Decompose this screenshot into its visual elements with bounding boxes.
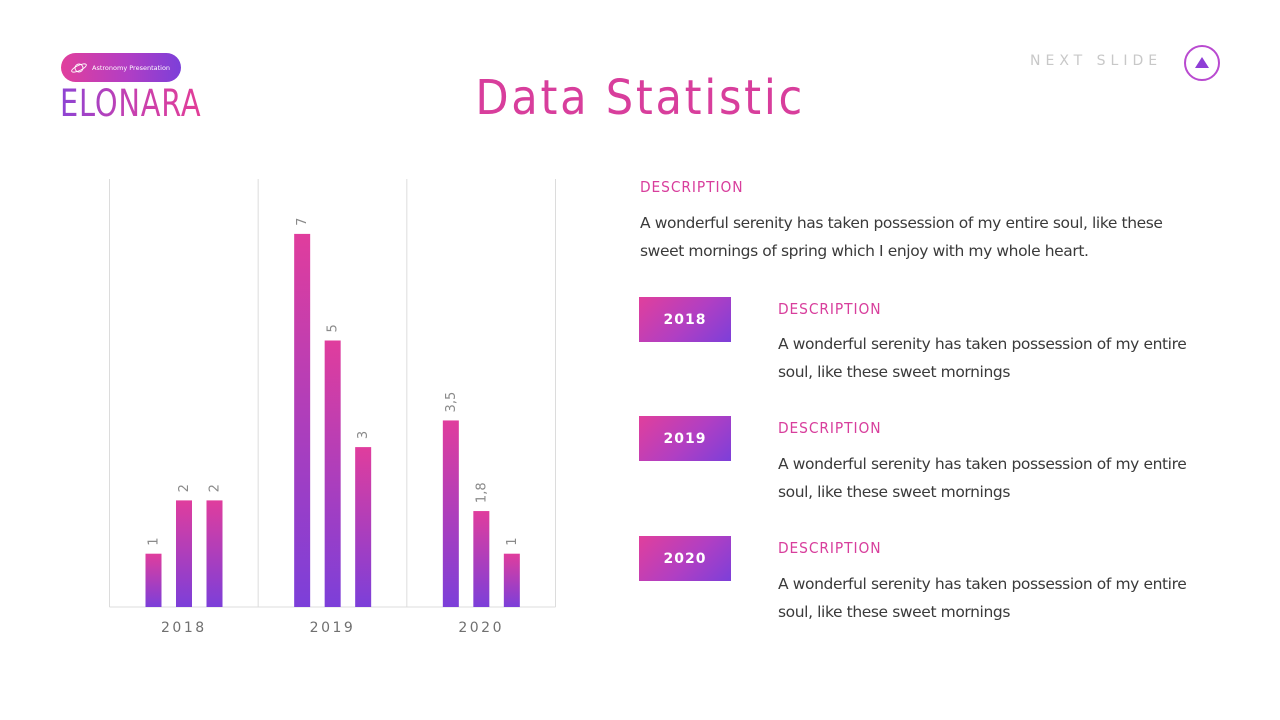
planet-icon <box>71 62 87 73</box>
item-text-line1: A wonderful serenity has taken possessio… <box>778 335 1187 353</box>
bar <box>442 420 459 607</box>
x-tick-label: 2018 <box>161 620 207 636</box>
bar-data-label: 1,8 <box>474 482 489 503</box>
pill-label: Astronomy Presentation <box>92 63 171 72</box>
bar <box>145 553 162 607</box>
presentation-pill: Astronomy Presentation <box>61 53 181 82</box>
bar <box>355 447 372 607</box>
intro-text: A wonderful serenity has taken possessio… <box>640 209 1163 265</box>
page-title-text: Data Statistic <box>475 70 805 126</box>
x-tick-label: 2019 <box>310 620 356 636</box>
item-heading-2018: Description <box>778 295 882 319</box>
bar <box>294 233 311 607</box>
bar-data-label: 5 <box>326 324 341 332</box>
bar <box>324 340 341 607</box>
intro-text-line2: sweet mornings of spring which I enjoy w… <box>640 242 1089 260</box>
bar <box>503 553 520 607</box>
bar-data-label: 2 <box>208 484 223 492</box>
bar <box>176 500 192 607</box>
item-text-line2: soul, like these sweet mornings <box>778 603 1010 621</box>
item-text-line2: soul, like these sweet mornings <box>778 363 1010 381</box>
bar-data-label: 3 <box>356 431 371 439</box>
next-slide-label[interactable]: NEXT SLIDE <box>1030 53 1163 69</box>
triangle-up-icon <box>1195 56 1209 68</box>
bar-chart: 1 2 2 7 5 3 3,5 1,8 1 2018 2019 2020 <box>109 179 556 636</box>
page-title: Data Statistic <box>0 68 1280 128</box>
next-slide-button[interactable] <box>1184 45 1220 81</box>
bar-data-label: 1 <box>147 537 162 545</box>
item-text-2019: A wonderful serenity has taken possessio… <box>778 450 1187 506</box>
brand-logo: ELONARA <box>60 82 202 125</box>
intro-heading: Description <box>640 173 744 197</box>
bar <box>473 511 490 607</box>
bar-data-label: 7 <box>295 218 310 226</box>
item-text-line1: A wonderful serenity has taken possessio… <box>778 575 1187 593</box>
item-text-line1: A wonderful serenity has taken possessio… <box>778 455 1187 473</box>
item-heading-2019: Description <box>778 414 882 438</box>
bar-data-label: 3,5 <box>444 392 459 413</box>
item-text-2020: A wonderful serenity has taken possessio… <box>778 570 1187 626</box>
item-text-2018: A wonderful serenity has taken possessio… <box>778 330 1187 386</box>
item-text-line2: soul, like these sweet mornings <box>778 483 1010 501</box>
bar-data-label: 2 <box>177 484 192 492</box>
year-badge-2020: 2020 <box>639 536 731 581</box>
year-badge-2018: 2018 <box>639 297 731 342</box>
x-tick-label: 2020 <box>458 620 504 636</box>
bar-data-label: 1 <box>505 537 520 545</box>
year-badge-2019: 2019 <box>639 416 731 461</box>
intro-text-line1: A wonderful serenity has taken possessio… <box>640 214 1163 232</box>
item-heading-2020: Description <box>778 534 882 558</box>
bar <box>206 500 223 607</box>
